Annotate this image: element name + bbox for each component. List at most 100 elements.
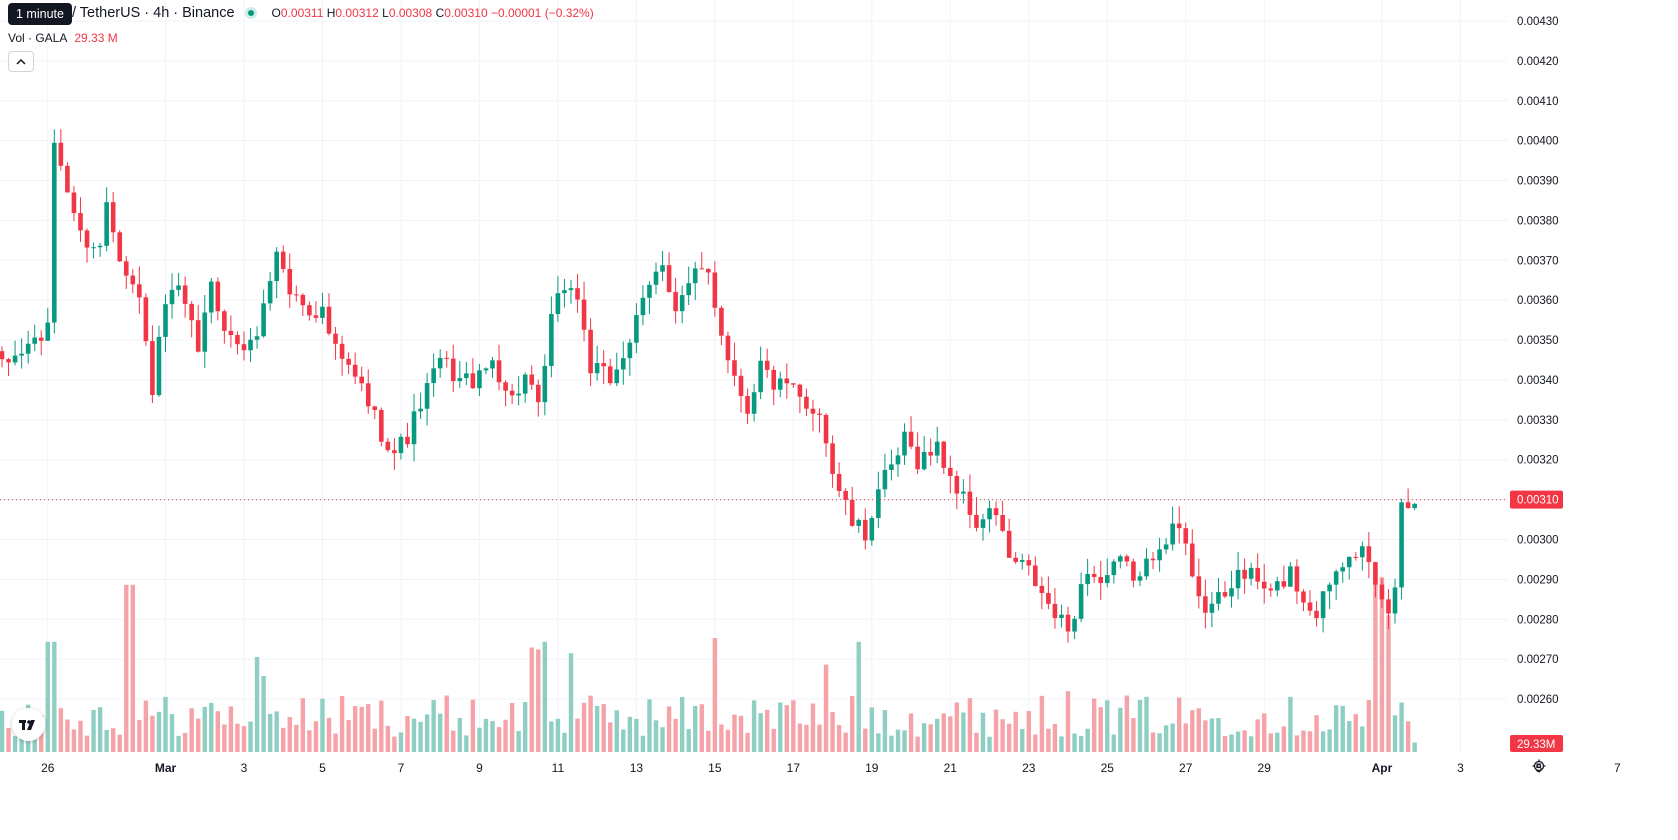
candle-body	[1039, 585, 1045, 594]
candle-body	[686, 283, 691, 296]
candle	[836, 462, 842, 498]
volume-bar	[1203, 720, 1208, 752]
candle-body	[84, 230, 90, 248]
market-status-icon[interactable]	[244, 7, 257, 19]
candle	[1346, 556, 1352, 580]
candle-body	[1098, 576, 1104, 584]
candle	[280, 245, 286, 273]
tradingview-logo-icon[interactable]	[12, 708, 45, 741]
volume-bar	[549, 721, 554, 752]
candle-body	[477, 370, 482, 389]
candle-body	[215, 281, 221, 312]
candle	[1085, 558, 1090, 596]
time-tick-label: 19	[865, 761, 879, 775]
candle	[1059, 604, 1064, 628]
candle	[287, 253, 293, 308]
candle-body	[784, 378, 790, 384]
candle	[1013, 551, 1018, 565]
candle	[862, 508, 868, 550]
volume-legend[interactable]: Vol · GALA 29.33 M	[8, 31, 118, 45]
candle-body	[182, 285, 188, 304]
volume-bar	[117, 734, 122, 752]
candle	[856, 518, 862, 533]
candle	[1183, 522, 1189, 556]
volume-bar	[1373, 565, 1378, 752]
volume-bar	[1006, 723, 1012, 752]
candle	[241, 331, 247, 361]
candle-body	[457, 378, 463, 382]
volume-bar	[764, 709, 770, 752]
settings-gear-icon[interactable]	[1531, 759, 1547, 775]
symbol-title[interactable]: / TetherUS · 4h · Binance	[72, 5, 235, 21]
volume-bar	[470, 699, 476, 752]
candle	[634, 303, 639, 354]
candle-body	[1176, 523, 1182, 529]
volume-bar	[1078, 735, 1084, 752]
candle	[431, 353, 436, 397]
volume-bar	[935, 718, 940, 752]
candle	[248, 327, 253, 362]
volume-bar	[863, 728, 868, 752]
candle	[1229, 570, 1234, 608]
volume-bar	[621, 729, 626, 752]
volume-label: Vol · GALA	[8, 31, 68, 45]
volume-bar	[679, 696, 685, 752]
volume-bar	[1118, 707, 1123, 752]
price-tick-label: 0.00270	[1517, 654, 1559, 666]
candle-body	[52, 142, 57, 323]
candle	[1144, 548, 1149, 580]
volume-bar	[1320, 731, 1326, 752]
volume-bar	[529, 647, 534, 752]
price-axis[interactable]: 0.00430 0.00420 0.00410 0.00400 0.00390 0.003…	[1508, 0, 1678, 752]
volume-bar	[58, 708, 64, 752]
candle	[202, 294, 208, 368]
candle-body	[1275, 581, 1280, 591]
volume-bar	[320, 698, 325, 752]
candle-body	[1307, 602, 1313, 611]
volume-bar	[1124, 695, 1130, 752]
collapse-legend-button[interactable]	[8, 51, 34, 72]
price-tick-label: 0.00400	[1517, 136, 1559, 148]
candle	[725, 331, 731, 373]
candle-body	[902, 431, 907, 456]
volume-bar	[817, 724, 822, 752]
volume-bar	[1091, 698, 1097, 752]
time-tick-label: 3	[241, 761, 248, 775]
candle	[1065, 606, 1071, 643]
candle-body	[418, 408, 423, 412]
candle-body	[666, 265, 672, 292]
volume-bar	[1235, 731, 1241, 752]
volume-bar	[176, 735, 181, 752]
candle	[228, 315, 234, 348]
volume-bar	[856, 641, 861, 752]
candle	[444, 350, 450, 368]
candle-body	[261, 303, 266, 337]
candle-body	[1157, 549, 1162, 561]
candle	[621, 341, 626, 385]
candle	[1046, 576, 1051, 610]
candle-body	[764, 360, 770, 370]
candle-body	[137, 284, 142, 298]
candle-body	[97, 245, 103, 248]
price-tick-label: 0.00340	[1517, 375, 1559, 387]
volume-bar	[287, 717, 292, 752]
volume-bar	[967, 698, 973, 752]
tv-mark-icon	[18, 719, 35, 730]
volume-bar	[1085, 728, 1090, 752]
candle	[143, 293, 149, 346]
candle	[189, 301, 194, 338]
volume-bar	[987, 736, 992, 752]
time-axis[interactable]: 26Mar357911131517192123252729Apr3579	[0, 752, 1678, 835]
candle-body	[967, 491, 973, 515]
candle	[993, 501, 999, 526]
candle	[804, 388, 809, 417]
candle	[1111, 559, 1117, 584]
volume-bar	[503, 719, 508, 752]
candle	[313, 301, 319, 323]
candle-body	[804, 396, 809, 409]
candle	[1235, 551, 1241, 600]
time-tick-label: 7	[398, 761, 405, 775]
volume-bar	[980, 712, 986, 752]
